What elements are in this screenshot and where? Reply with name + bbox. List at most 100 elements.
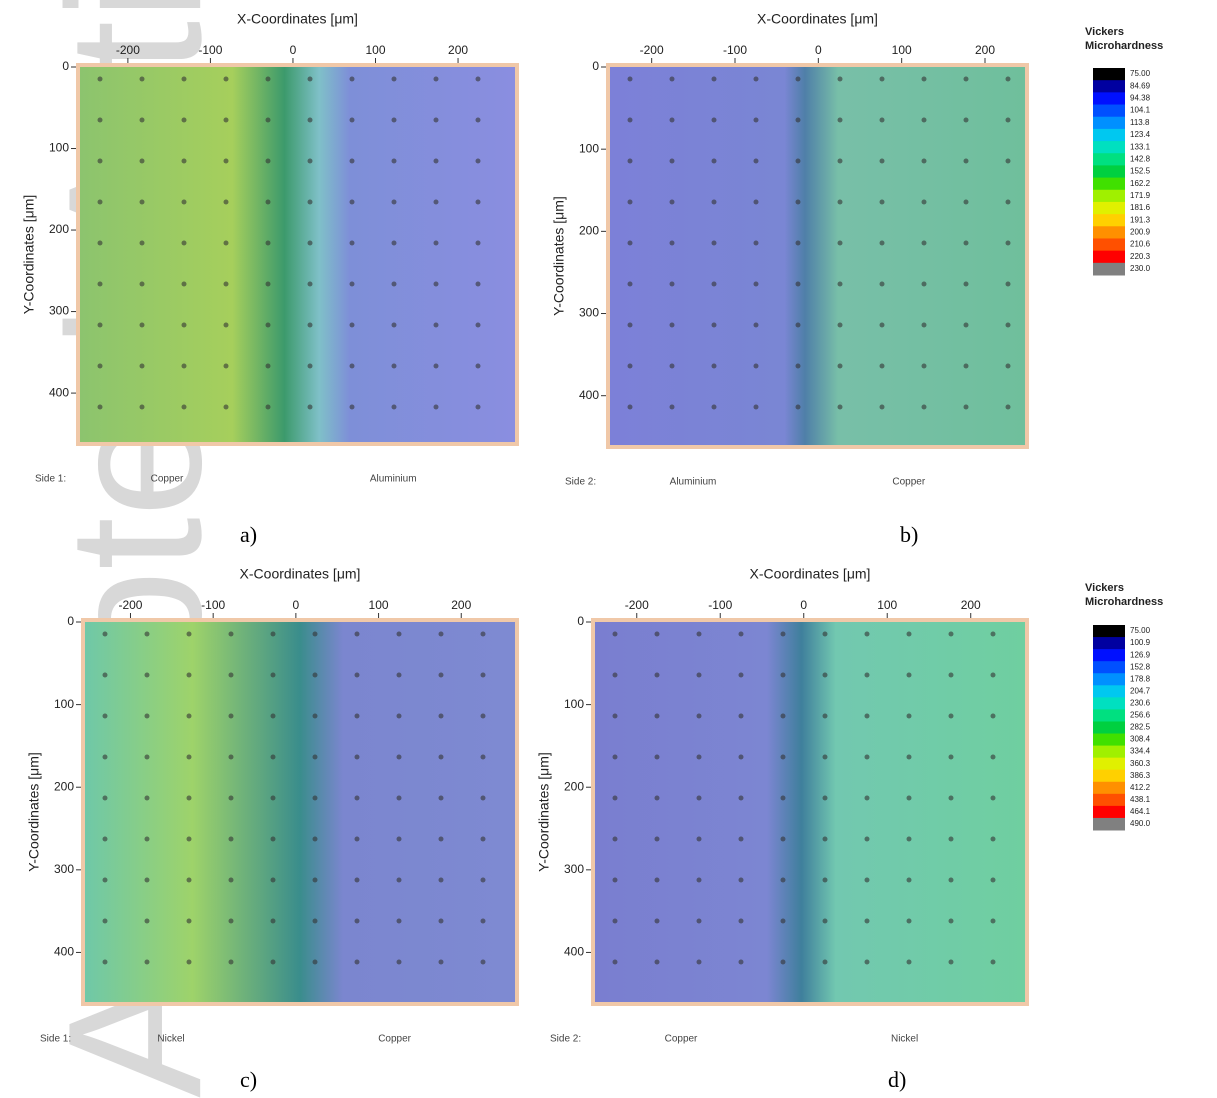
indent [313,796,318,801]
indent [823,673,828,678]
indent [838,118,843,123]
y-tick-label: 300 [579,306,599,320]
indent [103,755,108,760]
indent [880,323,885,328]
colorbar-title: Microhardness [1085,596,1163,608]
indent [187,673,192,678]
indent [655,919,660,924]
indent [1006,118,1011,123]
y-axis-title: Y-Coordinates [μm] [21,195,37,315]
indent [922,364,927,369]
x-axis-title: X-Coordinates [μm] [757,11,878,27]
indent [991,632,996,637]
indent [145,837,150,842]
indent [964,323,969,328]
indent [838,200,843,205]
indent [355,919,360,924]
indent [796,159,801,164]
material-label: Aluminium [370,474,417,485]
indent [1006,241,1011,246]
indent [182,364,187,369]
x-tick-label: -100 [723,43,747,57]
indent [350,77,355,82]
colorbar-swatch [1093,806,1125,819]
indent [781,878,786,883]
indent [187,632,192,637]
x-tick-label: -100 [198,43,222,57]
indent [922,405,927,410]
indent [350,118,355,123]
colorbar-label: 220.3 [1130,252,1151,261]
indent [145,632,150,637]
indent [103,673,108,678]
indent [224,241,229,246]
indent [628,323,633,328]
indent [697,714,702,719]
indent [907,796,912,801]
indent [481,837,486,842]
indent [655,837,660,842]
y-tick-label: 100 [579,141,599,155]
indent [224,405,229,410]
indent [350,282,355,287]
colorbar-swatch [1093,637,1125,650]
colorbar-swatch [1093,226,1125,239]
indent [397,878,402,883]
indent [712,159,717,164]
indent [628,77,633,82]
x-tick-label: 100 [892,43,912,57]
indent [823,960,828,965]
y-tick-label: 200 [49,222,69,236]
colorbar-label: 113.8 [1130,118,1150,127]
panel-label: d) [888,1067,906,1092]
indent [98,241,103,246]
indent [655,673,660,678]
indent [613,796,618,801]
indent [266,200,271,205]
indent [439,796,444,801]
indent [712,364,717,369]
indent [266,364,271,369]
indent [880,364,885,369]
y-tick-label: 400 [54,945,74,959]
indent [655,755,660,760]
indent [392,282,397,287]
indent [434,200,439,205]
indent [838,364,843,369]
colorbar-swatch [1093,782,1125,795]
indent [739,960,744,965]
indent [481,878,486,883]
indent [140,77,145,82]
x-tick-label: -100 [201,598,225,612]
indent [439,673,444,678]
indent [670,241,675,246]
indent [754,405,759,410]
indent [613,919,618,924]
indent [103,796,108,801]
indent [628,282,633,287]
indent [613,632,618,637]
y-tick-label: 200 [579,224,599,238]
indent [949,878,954,883]
indent [796,405,801,410]
material-label: Nickel [891,1034,918,1045]
indent [434,405,439,410]
colorbar-label: 152.8 [1130,662,1151,671]
colorbar-label: 412.2 [1130,783,1151,792]
colorbar-label: 210.6 [1130,240,1151,249]
indent [397,919,402,924]
indent [613,673,618,678]
indent [949,960,954,965]
indent [98,159,103,164]
indent [697,632,702,637]
y-axis-title: Y-Coordinates [μm] [536,752,552,872]
x-axis-title: X-Coordinates [μm] [237,11,358,27]
indent [628,405,633,410]
x-axis-title: X-Coordinates [μm] [750,566,871,582]
indent [964,405,969,410]
indent [229,837,234,842]
indent [397,796,402,801]
indent [271,837,276,842]
indent [838,282,843,287]
indent [140,282,145,287]
